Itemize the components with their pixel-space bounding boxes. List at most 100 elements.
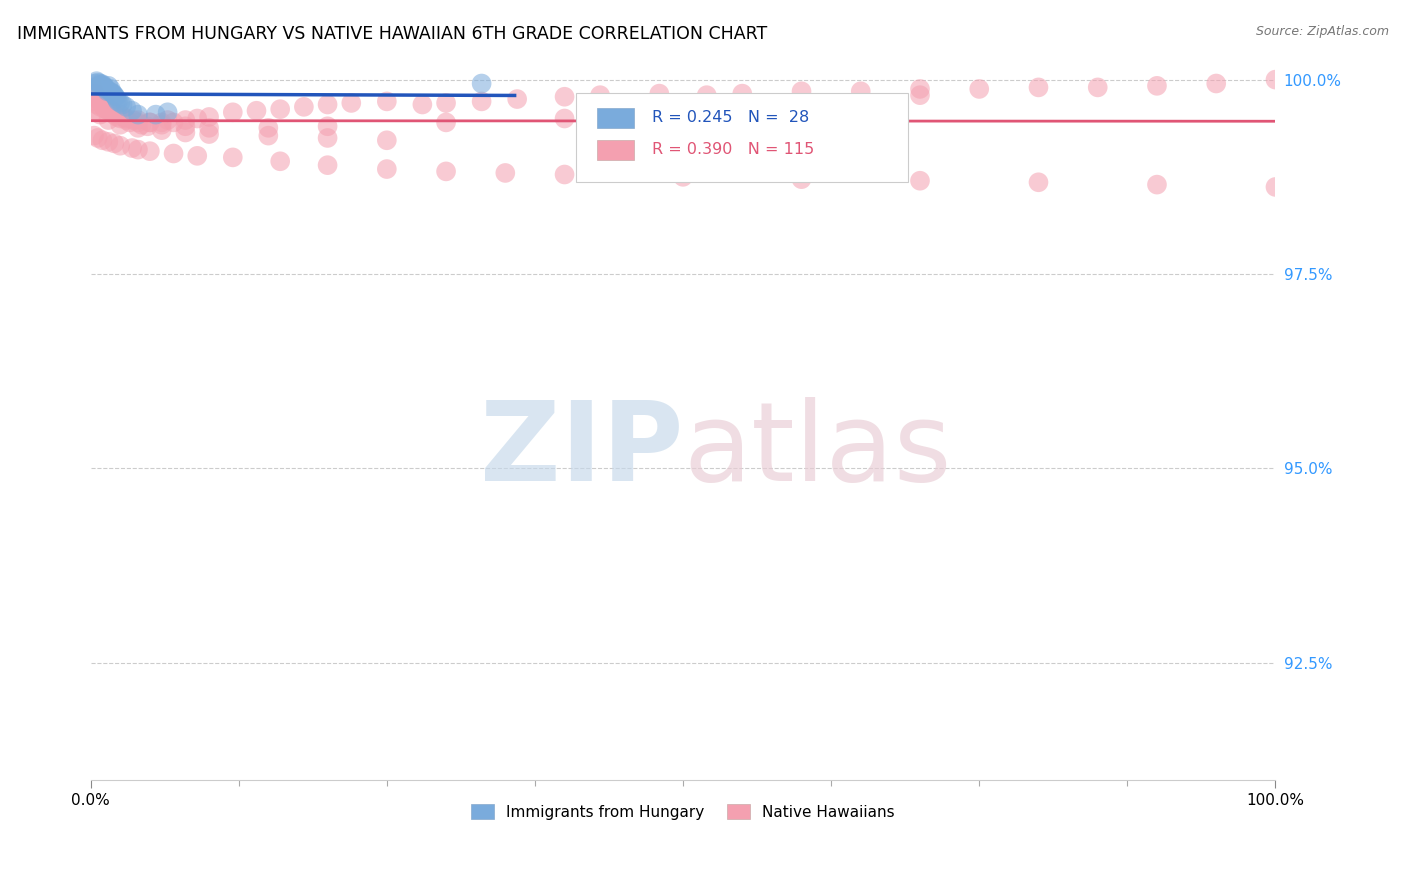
Point [156,113,179,128]
Point [292,100,315,114]
Point [98,84,121,98]
Point [93,78,115,93]
Point [1087,80,1109,95]
Point [94,97,117,112]
Point [84,87,107,101]
Point [90,78,112,92]
Point [127,115,149,129]
Point [434,164,457,178]
Point [672,105,695,120]
Point [589,88,612,103]
Point [86,97,108,112]
Point [494,166,516,180]
Point [97,78,120,93]
Point [198,120,221,135]
Point [1264,180,1286,194]
Point [1146,78,1168,93]
Point [90,95,112,110]
Point [554,168,576,182]
Point [145,107,167,121]
Text: R = 0.390   N = 115: R = 0.390 N = 115 [652,143,814,157]
Point [131,118,153,132]
Point [471,77,494,91]
Point [316,158,339,172]
Point [110,95,132,110]
Point [94,80,117,95]
Point [110,138,132,153]
Point [375,95,398,109]
Point [89,95,111,109]
Point [89,100,111,114]
Point [136,120,159,134]
Point [790,84,813,98]
Point [696,88,718,103]
Point [186,149,208,163]
Point [198,110,221,124]
Point [83,84,105,98]
Point [94,100,117,114]
Bar [596,108,634,128]
Point [87,76,110,90]
Point [316,120,339,134]
Point [434,95,457,110]
Point [554,112,576,126]
Point [198,127,221,141]
Point [434,115,457,129]
Bar [596,140,634,160]
Point [101,105,124,120]
Point [908,88,931,103]
Point [672,169,695,184]
Point [790,97,813,112]
Point [1205,77,1227,91]
Point [104,89,127,103]
Point [87,131,110,145]
Point [174,120,197,134]
Point [98,100,121,114]
Point [139,115,162,129]
Point [97,103,120,118]
Point [121,103,143,118]
Point [1146,178,1168,192]
Point [127,143,149,157]
Point [110,107,132,121]
Point [257,120,280,135]
FancyBboxPatch shape [576,93,908,182]
Point [107,95,129,109]
Point [115,100,138,114]
Point [222,105,245,120]
Point [84,103,107,118]
Point [471,95,494,109]
Point [186,112,208,126]
Point [96,84,118,98]
Point [115,112,138,126]
Point [101,103,124,118]
Text: IMMIGRANTS FROM HUNGARY VS NATIVE HAWAIIAN 6TH GRADE CORRELATION CHART: IMMIGRANTS FROM HUNGARY VS NATIVE HAWAII… [17,25,768,43]
Point [94,82,117,96]
Point [83,95,105,109]
Point [731,87,754,101]
Point [91,97,114,112]
Point [174,126,197,140]
Point [93,100,115,114]
Point [648,87,671,101]
Point [1264,72,1286,87]
Point [121,141,143,155]
Point [162,115,184,129]
Point [96,102,118,116]
Point [112,110,135,124]
Point [127,120,149,135]
Point [316,131,339,145]
Point [1028,175,1050,189]
Point [127,113,149,128]
Point [411,97,433,112]
Point [908,82,931,96]
Text: Source: ZipAtlas.com: Source: ZipAtlas.com [1256,25,1389,38]
Point [87,92,110,106]
Point [89,107,111,121]
Point [139,115,162,129]
Point [91,133,114,147]
Point [375,162,398,177]
Point [86,74,108,88]
Point [222,150,245,164]
Point [97,135,120,149]
